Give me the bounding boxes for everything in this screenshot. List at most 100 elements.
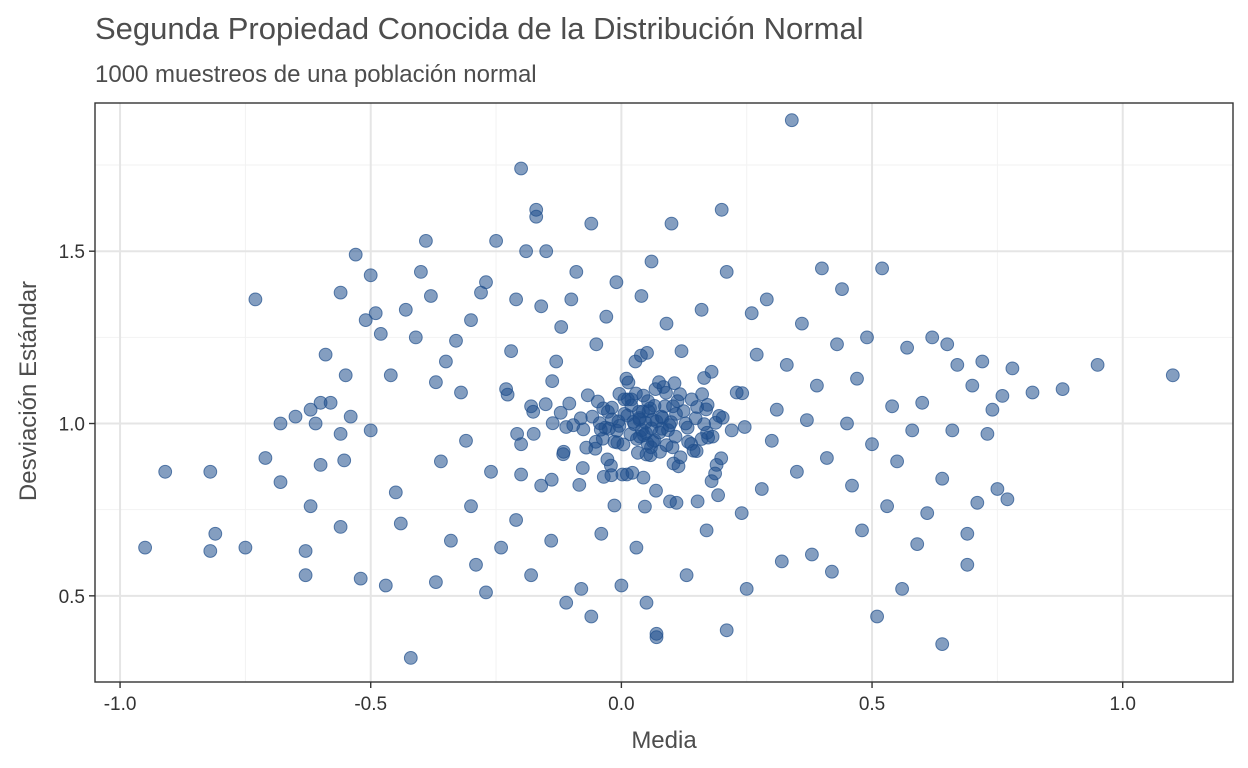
data-point xyxy=(248,292,263,307)
data-point xyxy=(860,330,874,345)
data-point xyxy=(639,595,654,610)
data-point xyxy=(534,299,549,314)
data-point xyxy=(845,478,859,493)
data-point xyxy=(735,386,750,401)
data-point xyxy=(524,568,538,583)
data-point xyxy=(659,385,673,400)
data-point xyxy=(258,451,273,465)
data-point xyxy=(658,399,672,414)
data-point xyxy=(588,441,603,456)
data-point xyxy=(333,427,348,441)
data-point xyxy=(995,389,1010,403)
data-point xyxy=(1165,368,1180,383)
data-point xyxy=(303,402,318,417)
data-point xyxy=(538,397,553,412)
data-point xyxy=(298,544,313,558)
data-point xyxy=(323,395,338,410)
data-point xyxy=(905,423,920,438)
data-point xyxy=(759,292,774,307)
data-point xyxy=(915,395,930,410)
data-point xyxy=(584,216,599,231)
data-point xyxy=(393,516,408,531)
data-point xyxy=(655,421,669,436)
data-point xyxy=(238,540,253,555)
data-point xyxy=(895,582,909,596)
data-point xyxy=(719,265,734,279)
y-axis: 0.5 1.0 1.5 xyxy=(59,242,95,608)
x-tick-label: 0.5 xyxy=(859,694,885,715)
data-point xyxy=(572,478,587,492)
data-point xyxy=(429,575,443,589)
data-point xyxy=(609,275,624,290)
data-point xyxy=(553,405,568,420)
data-point xyxy=(343,409,358,424)
data-point xyxy=(388,485,403,500)
data-point xyxy=(626,414,641,429)
y-tick-label: 0.5 xyxy=(59,587,85,608)
data-point xyxy=(479,585,493,600)
data-point xyxy=(378,578,393,593)
data-point xyxy=(975,354,990,369)
data-point xyxy=(625,465,640,480)
data-point xyxy=(665,440,680,455)
data-point xyxy=(680,420,695,435)
data-point xyxy=(659,316,674,331)
data-point xyxy=(203,464,218,479)
x-tick-label: 1.0 xyxy=(1109,694,1135,715)
data-point xyxy=(714,451,729,466)
data-point xyxy=(684,437,698,451)
data-point xyxy=(711,488,725,503)
data-point xyxy=(764,433,779,448)
x-axis-title: Media xyxy=(631,727,697,754)
data-point xyxy=(810,378,824,393)
data-point xyxy=(303,499,318,514)
data-point xyxy=(208,526,223,541)
data-point xyxy=(556,447,571,462)
data-point xyxy=(634,289,649,303)
data-point xyxy=(308,416,323,431)
data-point xyxy=(960,557,975,572)
x-axis: -1.0 -0.5 0.0 0.5 1.0 xyxy=(104,682,1136,715)
data-point xyxy=(545,416,560,431)
data-point xyxy=(273,475,288,490)
data-point xyxy=(754,482,769,496)
data-point xyxy=(1005,361,1020,376)
data-point xyxy=(688,411,703,426)
data-point xyxy=(795,316,809,331)
data-point xyxy=(631,445,645,460)
data-point xyxy=(644,254,659,269)
data-point xyxy=(1025,385,1040,400)
data-point xyxy=(815,261,829,276)
data-point xyxy=(694,302,709,317)
data-point xyxy=(784,113,799,128)
data-point xyxy=(569,265,584,279)
data-point xyxy=(138,540,153,555)
x-tick-label: -0.5 xyxy=(354,694,387,715)
data-point xyxy=(559,595,574,610)
data-point xyxy=(885,399,899,414)
data-point xyxy=(599,309,614,324)
data-point xyxy=(338,368,353,383)
data-point xyxy=(363,423,378,438)
data-point xyxy=(459,433,473,448)
data-point xyxy=(835,282,849,297)
data-point xyxy=(960,526,975,541)
data-point xyxy=(564,292,579,307)
data-point xyxy=(469,557,483,572)
data-point xyxy=(744,306,759,321)
x-tick-label: -1.0 xyxy=(104,694,137,715)
chart-title: Segunda Propiedad Conocida de la Distrib… xyxy=(95,11,864,46)
data-point xyxy=(965,378,980,393)
data-point xyxy=(674,344,689,359)
data-point xyxy=(697,371,711,385)
data-point xyxy=(510,427,524,441)
data-point xyxy=(383,368,398,383)
data-point xyxy=(434,454,448,469)
data-point xyxy=(595,431,610,446)
data-point xyxy=(573,411,588,426)
data-point xyxy=(679,568,694,583)
data-point xyxy=(203,544,218,558)
data-point xyxy=(526,404,541,419)
data-point xyxy=(514,161,528,176)
data-point xyxy=(865,437,879,452)
